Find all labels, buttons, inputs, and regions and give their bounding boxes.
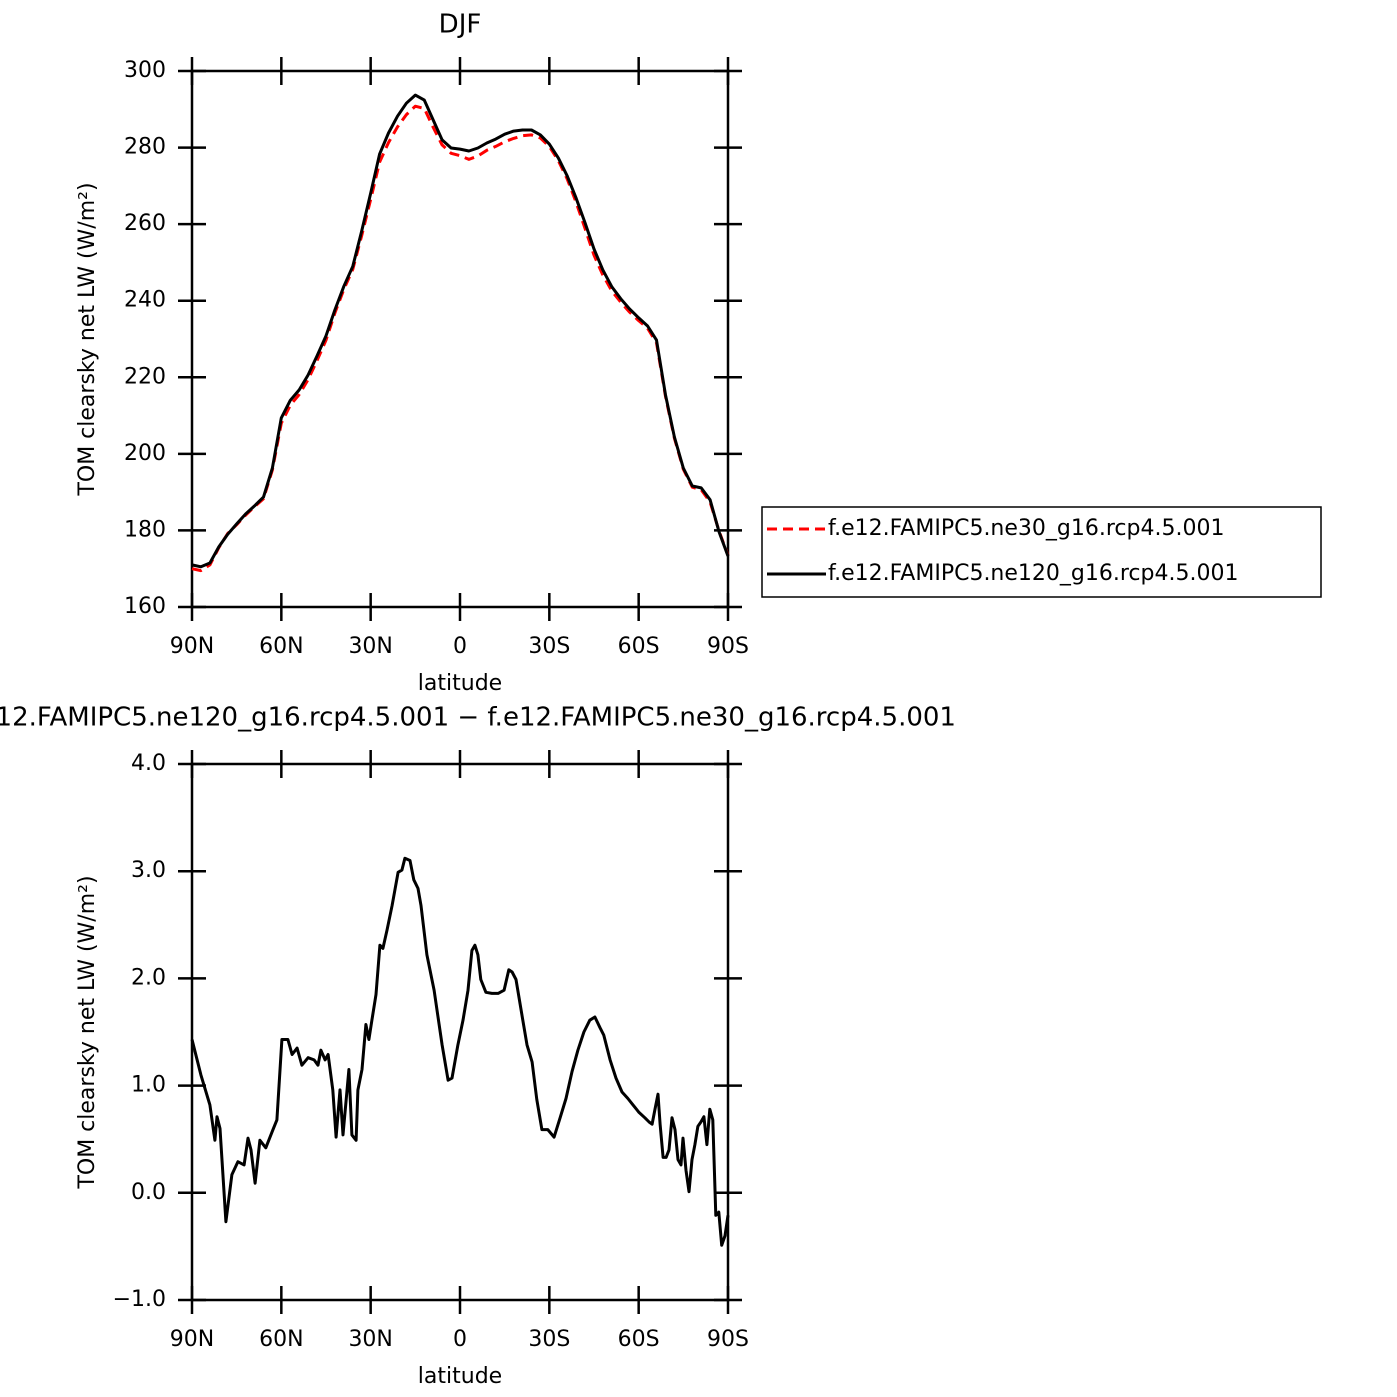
y-tick-label: 280 [124, 135, 166, 160]
y-tick-label: −1.0 [113, 1287, 166, 1312]
y-axis-label: TOM clearsky net LW (W/m²) [75, 182, 100, 496]
x-axis-label: latitude [418, 1364, 502, 1389]
x-tick-label: 0 [453, 1327, 467, 1352]
x-tick-label: 30N [348, 1327, 392, 1352]
x-tick-label: 30S [528, 634, 570, 659]
y-tick-label: 260 [124, 211, 166, 236]
y-tick-label: 200 [124, 441, 166, 466]
data-line [191, 93, 730, 569]
x-tick-label: 60S [618, 1327, 660, 1352]
y-tick-label: 220 [124, 364, 166, 389]
y-tick-label: 300 [124, 58, 166, 83]
legend-label: f.e12.FAMIPC5.ne30_g16.rcp4.5.001 [828, 516, 1224, 541]
x-tick-label: 90S [707, 634, 749, 659]
x-axis-label: latitude [418, 671, 502, 696]
y-tick-label: 4.0 [131, 751, 166, 776]
x-tick-label: 60N [259, 634, 303, 659]
plot-frame [190, 69, 730, 609]
x-tick-label: 0 [453, 634, 467, 659]
chart-title: f.e12.FAMIPC5.ne120_g16.rcp4.5.001 − f.e… [0, 703, 956, 733]
x-tick-label: 60S [618, 634, 660, 659]
y-tick-label: 2.0 [131, 965, 166, 990]
y-tick-label: 160 [124, 594, 166, 619]
legend-label: f.e12.FAMIPC5.ne120_g16.rcp4.5.001 [828, 561, 1238, 586]
chart-title: DJF [439, 10, 482, 40]
data-line [190, 856, 730, 1247]
x-tick-label: 90N [170, 634, 214, 659]
y-tick-label: 0.0 [131, 1180, 166, 1205]
y-axis-label: TOM clearsky net LW (W/m²) [75, 875, 100, 1189]
x-tick-label: 90N [170, 1327, 214, 1352]
legend-box [761, 506, 1322, 598]
y-tick-label: 180 [124, 517, 166, 542]
x-tick-label: 90S [707, 1327, 749, 1352]
plot-frame [190, 762, 730, 1302]
y-tick-label: 3.0 [131, 858, 166, 883]
x-tick-label: 30S [528, 1327, 570, 1352]
y-tick-label: 1.0 [131, 1073, 166, 1098]
data-line [191, 104, 730, 573]
y-tick-label: 240 [124, 288, 166, 313]
x-tick-label: 30N [348, 634, 392, 659]
x-tick-label: 60N [259, 1327, 303, 1352]
